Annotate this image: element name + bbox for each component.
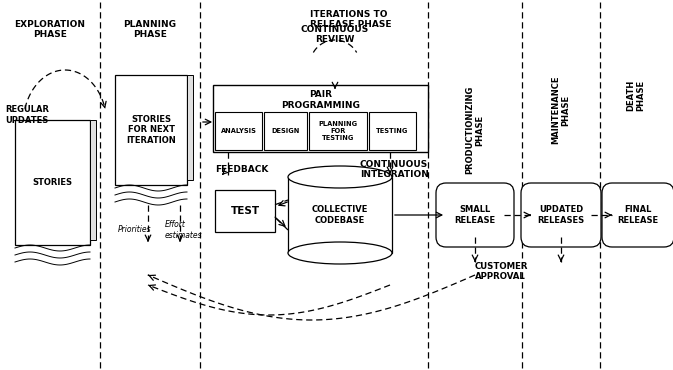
FancyBboxPatch shape (602, 183, 673, 247)
FancyBboxPatch shape (436, 183, 514, 247)
Text: UPDATED
RELEASES: UPDATED RELEASES (538, 205, 585, 225)
Text: PLANNING
FOR
TESTING: PLANNING FOR TESTING (318, 121, 357, 141)
Text: ITERATIONS TO
RELEASE PHASE: ITERATIONS TO RELEASE PHASE (310, 10, 392, 29)
Text: FINAL
RELEASE: FINAL RELEASE (617, 205, 659, 225)
Text: PLANNING
PHASE: PLANNING PHASE (124, 20, 176, 39)
Text: CONTINUOUS
REVIEW: CONTINUOUS REVIEW (301, 25, 369, 44)
FancyBboxPatch shape (213, 85, 428, 152)
FancyBboxPatch shape (309, 112, 367, 150)
Text: STORIES
FOR NEXT
ITERATION: STORIES FOR NEXT ITERATION (126, 115, 176, 145)
FancyBboxPatch shape (369, 112, 416, 150)
Text: Effort
estimates: Effort estimates (165, 220, 203, 240)
FancyBboxPatch shape (264, 112, 307, 150)
FancyBboxPatch shape (115, 75, 187, 185)
Text: COLLECTIVE
CODEBASE: COLLECTIVE CODEBASE (312, 205, 368, 225)
Text: STORIES: STORIES (32, 178, 73, 187)
Text: FEEDBACK: FEEDBACK (215, 165, 269, 174)
Text: PRODUCTIONIZING
PHASE: PRODUCTIONIZING PHASE (465, 86, 485, 174)
Ellipse shape (288, 166, 392, 188)
Text: TESTING: TESTING (376, 128, 409, 134)
FancyBboxPatch shape (215, 112, 262, 150)
FancyBboxPatch shape (521, 183, 601, 247)
Text: Priorities: Priorities (118, 225, 151, 235)
Ellipse shape (288, 242, 392, 264)
Text: ANALYSIS: ANALYSIS (221, 128, 256, 134)
Text: TEST: TEST (230, 206, 260, 216)
Text: SMALL
RELEASE: SMALL RELEASE (454, 205, 495, 225)
FancyBboxPatch shape (187, 75, 193, 180)
Text: PAIR
PROGRAMMING: PAIR PROGRAMMING (281, 90, 360, 110)
Text: CONTINUOUS
INTEGRATION: CONTINUOUS INTEGRATION (360, 160, 429, 179)
Text: MAINTENANCE
PHASE: MAINTENANCE PHASE (551, 76, 571, 144)
FancyBboxPatch shape (215, 190, 275, 232)
FancyBboxPatch shape (288, 177, 392, 253)
Text: EXPLORATION
PHASE: EXPLORATION PHASE (15, 20, 85, 39)
Text: DEATH
PHASE: DEATH PHASE (627, 80, 645, 111)
Text: REGULAR
UPDATES: REGULAR UPDATES (5, 105, 49, 125)
FancyBboxPatch shape (90, 120, 96, 240)
FancyBboxPatch shape (15, 120, 90, 245)
Text: CUSTOMER
APPROVAL: CUSTOMER APPROVAL (475, 262, 528, 282)
Text: DESIGN: DESIGN (271, 128, 299, 134)
